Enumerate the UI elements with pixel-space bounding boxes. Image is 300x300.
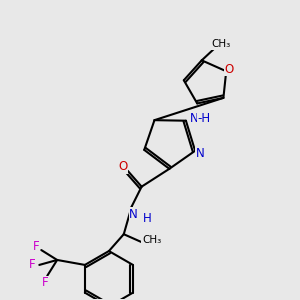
Text: O: O: [118, 160, 128, 173]
Text: O: O: [225, 63, 234, 76]
Text: N: N: [196, 147, 204, 160]
Text: CH₃: CH₃: [142, 235, 161, 245]
Text: F: F: [29, 258, 36, 272]
Text: F: F: [42, 276, 49, 289]
Text: H: H: [143, 212, 152, 225]
Text: N: N: [129, 208, 138, 221]
Text: CH₃: CH₃: [211, 40, 230, 50]
Text: -H: -H: [197, 112, 210, 125]
Text: F: F: [33, 240, 40, 253]
Text: N: N: [190, 112, 198, 125]
